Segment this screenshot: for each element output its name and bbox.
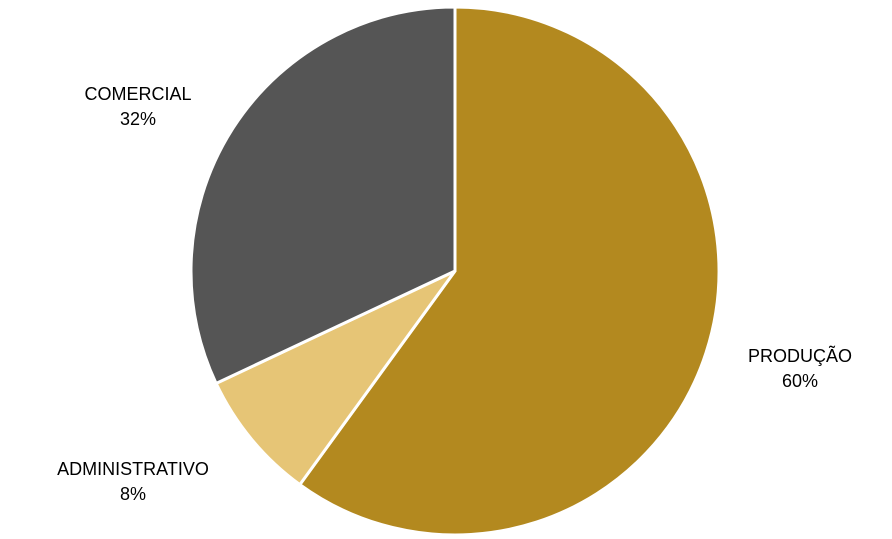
pie-slice-comercial <box>189 5 457 385</box>
slice-label-producao: PRODUÇÃO <box>748 345 852 366</box>
slice-value-label-comercial: 32% <box>120 109 156 129</box>
slice-value-label-producao: 60% <box>782 371 818 391</box>
pie-slice-administrativo <box>214 269 457 487</box>
slices-layer <box>189 5 721 537</box>
slice-value-label-administrativo: 8% <box>120 484 146 504</box>
labels-layer: PRODUÇÃO 60% ADMINISTRATIVO 8% COMERCIAL 32% <box>57 84 852 504</box>
slice-label-comercial: COMERCIAL <box>84 84 191 104</box>
slice-label-administrativo: ADMINISTRATIVO <box>57 459 209 479</box>
